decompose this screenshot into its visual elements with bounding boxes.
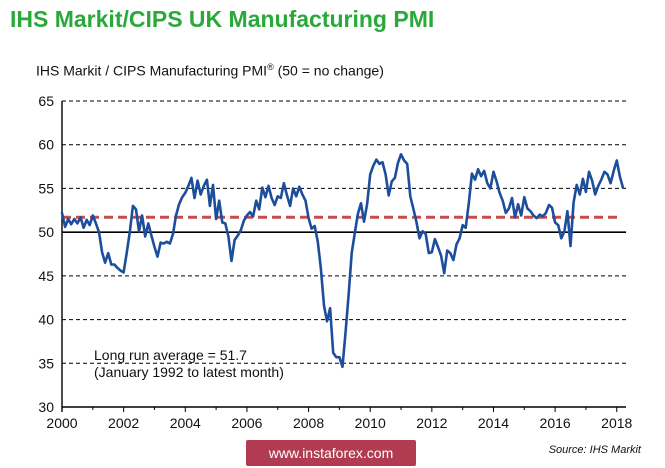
annotation-1: (January 1992 to latest month): [94, 364, 284, 380]
grid-lines: [61, 100, 626, 412]
x-tick-label: 2004: [170, 415, 201, 431]
subtitle-main: IHS Markit / CIPS Manufacturing PMI: [36, 62, 268, 79]
x-tick-label: 2000: [46, 415, 77, 431]
x-tick-label: 2002: [108, 415, 139, 431]
y-tick-label: 60: [38, 137, 54, 153]
subtitle-tail: (50 = no change): [277, 62, 384, 79]
x-tick-label: 2012: [416, 415, 447, 431]
y-tick-label: 35: [38, 355, 54, 371]
chart-title: IHS Markit/CIPS UK Manufacturing PMI: [10, 6, 435, 32]
registered-mark: ®: [267, 62, 274, 72]
y-tick-label: 65: [38, 93, 54, 109]
series-layer: [60, 153, 625, 369]
y-tick-label: 50: [38, 224, 54, 240]
x-tick-labels: 2000 2002 2004 2006 2008 2010 2012 2014 2016 2018: [46, 407, 633, 431]
y-tick-label: 30: [38, 399, 54, 415]
y-tick-label: 55: [38, 180, 54, 196]
watermark-banner[interactable]: www.instaforex.com: [246, 440, 416, 466]
x-tick-label: 2010: [355, 415, 386, 431]
x-tick-label: 2014: [478, 415, 509, 431]
source-note: Source: IHS Markit: [548, 444, 641, 456]
x-tick-label: 2006: [231, 415, 262, 431]
x-tick-label: 2008: [293, 415, 324, 431]
x-tick-label: 2018: [601, 415, 632, 431]
x-tick-label: 2016: [540, 415, 571, 431]
pmi-series-line-0: [60, 153, 625, 369]
y-tick-label: 45: [38, 268, 54, 284]
annotation-0: Long run average = 51.7: [94, 347, 247, 363]
y-tick-label: 40: [38, 312, 54, 328]
annotation-layer: Long run average = 51.7(January 1992 to …: [94, 347, 284, 380]
y-tick-labels: 30 35 40 45 50 55 60 65: [38, 93, 54, 415]
chart-subtitle: IHS Markit / CIPS Manufacturing PMI® (50…: [36, 62, 384, 79]
